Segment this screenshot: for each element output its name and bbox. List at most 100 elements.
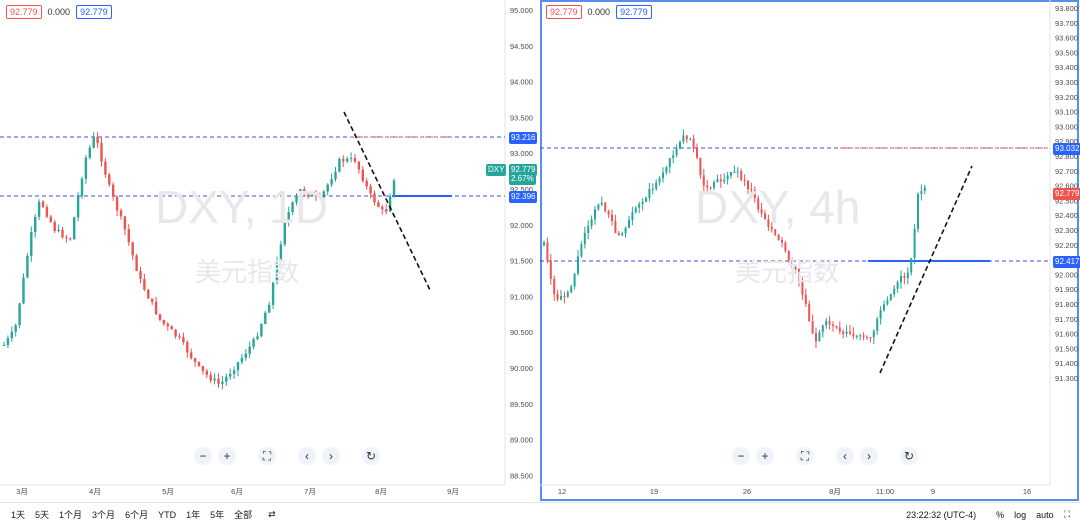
candle-body <box>330 179 333 185</box>
left-level-bottom-tag: 92.396 <box>509 191 538 203</box>
candle-body <box>903 276 906 278</box>
candle-body <box>624 227 627 234</box>
candle-body <box>883 304 885 311</box>
candle-body <box>307 193 310 197</box>
candle-body <box>88 147 91 158</box>
candle-body <box>849 331 851 334</box>
candle-body <box>580 244 583 257</box>
scroll-left-button[interactable]: ‹ <box>836 447 854 465</box>
timeframe-ytd[interactable]: YTD <box>158 509 177 520</box>
candle-body <box>672 155 675 159</box>
left-legend-value-1: 92.779 <box>6 5 42 19</box>
timeframe-3m[interactable]: 3个月 <box>92 510 116 520</box>
fullscreen-corner-icon[interactable]: ⛶ <box>1063 509 1070 519</box>
timeframe-5d[interactable]: 5天 <box>35 510 50 520</box>
scroll-left-button[interactable]: ‹ <box>298 447 316 465</box>
candle-body <box>920 191 923 194</box>
candle-body <box>692 138 695 149</box>
candle-body <box>41 201 45 208</box>
candle-body <box>607 211 610 215</box>
y-tick-label: 92.200 <box>1055 241 1078 250</box>
y-tick-label: 91.800 <box>1055 300 1078 309</box>
candle-body <box>123 216 127 230</box>
candle-body <box>96 136 99 144</box>
candle-body <box>264 312 267 324</box>
candle-body <box>614 221 617 234</box>
candle-body <box>713 182 715 188</box>
zoom-out-button[interactable]: − <box>732 447 750 465</box>
candle-body <box>886 300 889 305</box>
right-legend-value-2: 0.000 <box>587 7 611 17</box>
timeframe-1y[interactable]: 1年 <box>186 510 201 520</box>
date-range-icon[interactable]: ⇄ <box>268 509 276 519</box>
candle-body <box>730 172 732 176</box>
y-tick-label: 89.500 <box>510 400 533 409</box>
zoom-in-button[interactable]: + <box>756 447 774 465</box>
scroll-right-button[interactable]: › <box>860 447 878 465</box>
candle-body <box>556 293 559 300</box>
candle-body <box>651 188 654 190</box>
timeframe-6m[interactable]: 6个月 <box>125 510 149 520</box>
zoom-out-button[interactable]: − <box>194 447 212 465</box>
clock-time[interactable]: 23:22:32 (UTC-4) <box>906 509 977 520</box>
zoom-in-button[interactable]: + <box>218 447 236 465</box>
candle-body <box>369 186 372 194</box>
candle-body <box>229 373 232 377</box>
y-tick-label: 88.500 <box>510 471 533 480</box>
candle-body <box>764 213 766 220</box>
candle-body <box>303 189 306 194</box>
candle-body <box>213 378 216 381</box>
candle-body <box>190 352 193 359</box>
right-chart-panel[interactable]: 93.800 93.700 93.600 93.500 93.400 93.300 93.2… <box>540 0 1080 502</box>
timeframe-5y[interactable]: 5年 <box>210 510 225 520</box>
candle-body <box>573 273 576 287</box>
candle-body <box>757 198 760 210</box>
y-tick-label: 92.000 <box>510 221 533 230</box>
left-chart-controls: − + ⛶ ‹ › ↻ <box>194 447 380 465</box>
reset-chart-icon[interactable]: ↻ <box>362 447 380 465</box>
candle-body <box>638 204 641 208</box>
candle-body <box>821 325 824 333</box>
scroll-right-button[interactable]: › <box>322 447 340 465</box>
candle-body <box>283 223 286 245</box>
candle-body <box>295 195 298 203</box>
candle-body <box>119 210 123 217</box>
candle-body <box>388 196 392 212</box>
candle-body <box>621 233 624 236</box>
candle-body <box>182 337 185 343</box>
candle-body <box>186 342 189 353</box>
reset-chart-icon[interactable]: ↻ <box>900 447 918 465</box>
candle-body <box>900 276 902 283</box>
x-tick-label: 16 <box>1023 487 1031 496</box>
candle-body <box>740 171 743 180</box>
timeframe-1m[interactable]: 1个月 <box>59 510 83 520</box>
candle-body <box>18 303 21 326</box>
y-tick-label: 91.600 <box>1055 330 1078 339</box>
y-tick-label: 90.000 <box>510 364 533 373</box>
candle-body <box>774 229 777 235</box>
percent-scale-toggle[interactable]: % <box>996 509 1005 520</box>
timeframe-all[interactable]: 全部 <box>234 510 253 520</box>
y-tick-label: 94.500 <box>510 42 533 51</box>
y-tick-label: 93.200 <box>1055 93 1078 102</box>
candle-body <box>385 209 388 212</box>
candle-body <box>197 361 201 366</box>
fullscreen-icon[interactable]: ⛶ <box>796 447 814 465</box>
candle-body <box>876 318 879 331</box>
y-tick-label: 92.000 <box>1055 270 1078 279</box>
fullscreen-icon[interactable]: ⛶ <box>258 447 276 465</box>
trend-line[interactable] <box>343 111 431 291</box>
left-chart-canvas[interactable]: 95.000 94.500 94.000 93.500 93.000 92.500 92.0… <box>0 0 540 502</box>
left-chart-panel[interactable]: 95.000 94.500 94.000 93.500 93.000 92.500 92.0… <box>0 0 540 502</box>
candle-body <box>736 171 739 173</box>
right-chart-canvas[interactable]: 93.800 93.700 93.600 93.500 93.400 93.300 93.2… <box>540 0 1080 502</box>
log-scale-toggle[interactable]: log <box>1014 509 1027 520</box>
candle-body <box>760 209 763 214</box>
candle-body <box>342 158 345 162</box>
y-tick-label: 92.500 <box>1055 196 1078 205</box>
candle-body <box>804 294 807 304</box>
timeframe-1d[interactable]: 1天 <box>11 510 26 520</box>
candle-body <box>225 376 228 382</box>
trend-line[interactable] <box>879 165 973 374</box>
auto-scale-toggle[interactable]: auto <box>1036 509 1054 520</box>
